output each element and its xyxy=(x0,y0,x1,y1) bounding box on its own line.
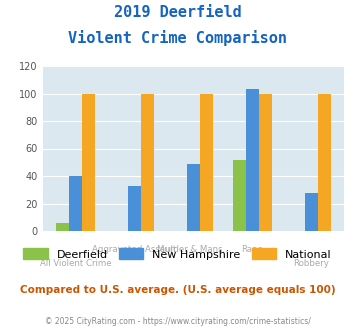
Bar xyxy=(200,93,213,231)
Bar xyxy=(305,192,318,231)
Text: Robbery: Robbery xyxy=(293,259,329,268)
Text: 2019 Deerfield: 2019 Deerfield xyxy=(114,5,241,20)
Bar xyxy=(141,93,154,231)
Text: Aggravated Assault: Aggravated Assault xyxy=(92,245,177,254)
Bar xyxy=(318,93,331,231)
Bar xyxy=(128,185,141,231)
Bar xyxy=(187,164,200,231)
Bar xyxy=(69,176,82,231)
Text: All Violent Crime: All Violent Crime xyxy=(40,259,111,268)
Text: Violent Crime Comparison: Violent Crime Comparison xyxy=(68,30,287,46)
Text: Compared to U.S. average. (U.S. average equals 100): Compared to U.S. average. (U.S. average … xyxy=(20,285,335,295)
Legend: Deerfield, New Hampshire, National: Deerfield, New Hampshire, National xyxy=(23,248,332,260)
Bar xyxy=(56,223,69,231)
Text: Murder & Mans...: Murder & Mans... xyxy=(157,245,230,254)
Bar xyxy=(233,159,246,231)
Bar xyxy=(82,93,95,231)
Text: © 2025 CityRating.com - https://www.cityrating.com/crime-statistics/: © 2025 CityRating.com - https://www.city… xyxy=(45,317,310,326)
Text: Rape: Rape xyxy=(241,245,263,254)
Bar xyxy=(259,93,272,231)
Bar xyxy=(246,89,259,231)
